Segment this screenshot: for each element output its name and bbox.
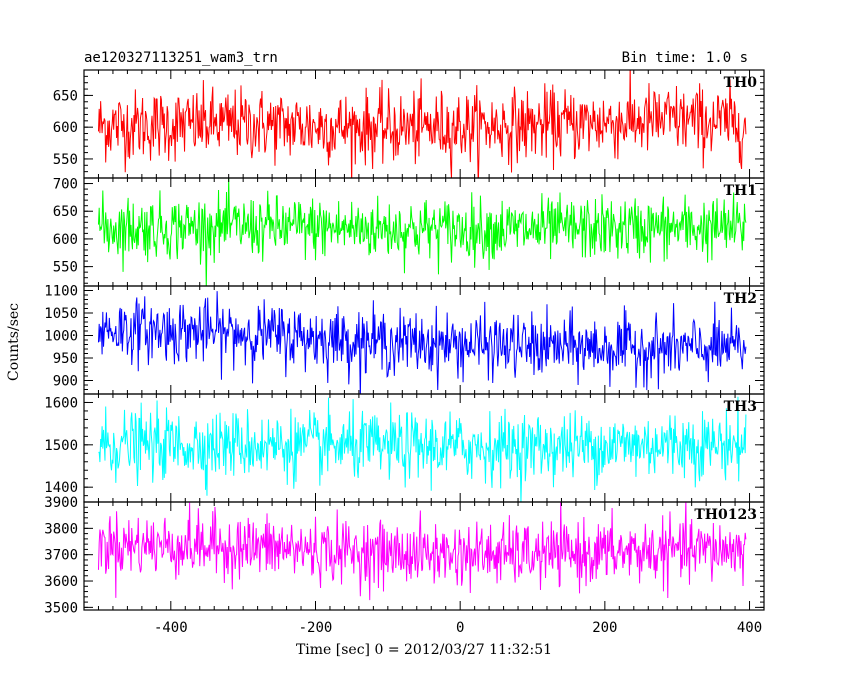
panel-label-th0123: TH0123	[694, 507, 757, 523]
y-tick-label: 600	[53, 232, 78, 248]
y-tick-label: 1500	[44, 438, 78, 454]
x-tick-label: 0	[456, 620, 464, 636]
series-th0123	[97, 502, 747, 601]
y-tick-label: 600	[53, 120, 78, 136]
series-th2	[97, 291, 747, 394]
panel-th0123: 3500 3600 3700 3800 3900 TH0123	[44, 495, 765, 616]
y-tick-label: 550	[53, 260, 78, 276]
y-axis-label: Counts/sec	[6, 303, 22, 381]
y-tick-label: 1600	[44, 395, 78, 411]
y-tick-label: 650	[53, 88, 78, 104]
y-tick-label: 900	[53, 374, 78, 390]
y-tick-label: 3500	[44, 600, 78, 616]
bin-time-label: Bin time: 1.0 s	[622, 50, 748, 66]
panel-frame	[83, 501, 765, 611]
x-tick-label: 400	[737, 620, 762, 636]
y-tick-label: 3700	[44, 548, 78, 564]
y-tick-label: 650	[53, 204, 78, 220]
y-tick-label: 3600	[44, 574, 78, 590]
series-th0	[97, 70, 747, 178]
y-tick-label: 1050	[44, 306, 78, 322]
panel-th3: 1400 1500 1600 TH3	[44, 393, 765, 503]
panel-th1: 550 600 650 700 TH1	[53, 177, 765, 287]
y-tick-label: 1000	[44, 329, 78, 345]
panel-th2: 900 950 1000 1050 1100 TH2	[44, 284, 765, 395]
y-tick-label: 950	[53, 351, 78, 367]
panel-label-th3: TH3	[724, 399, 757, 415]
x-axis: -400 -200 0 200 400	[154, 620, 762, 636]
x-tick-label: -400	[154, 620, 188, 636]
chart-title: ae120327113251_wam3_trn	[84, 50, 278, 66]
y-tick-label: 3800	[44, 521, 78, 537]
panels-group: 550 600 650 TH0 550 600 650 700 TH1 900 950 1000 105…	[44, 69, 765, 616]
y-tick-label: 550	[53, 152, 78, 168]
y-tick-label: 3900	[44, 495, 78, 511]
y-tick-label: 1400	[44, 480, 78, 496]
panel-label-th1: TH1	[724, 183, 757, 199]
y-tick-label: 700	[53, 177, 78, 193]
panel-label-th0: TH0	[724, 75, 758, 91]
series-th1	[97, 178, 747, 286]
panel-th0: 550 600 650 TH0	[53, 69, 765, 179]
x-tick-label: 200	[592, 620, 617, 636]
x-axis-label: Time [sec] 0 = 2012/03/27 11:32:51	[296, 642, 552, 658]
panel-label-th2: TH2	[724, 291, 757, 307]
y-tick-label: 1100	[44, 284, 78, 300]
series-th3	[98, 396, 747, 502]
x-tick-label: -200	[299, 620, 333, 636]
